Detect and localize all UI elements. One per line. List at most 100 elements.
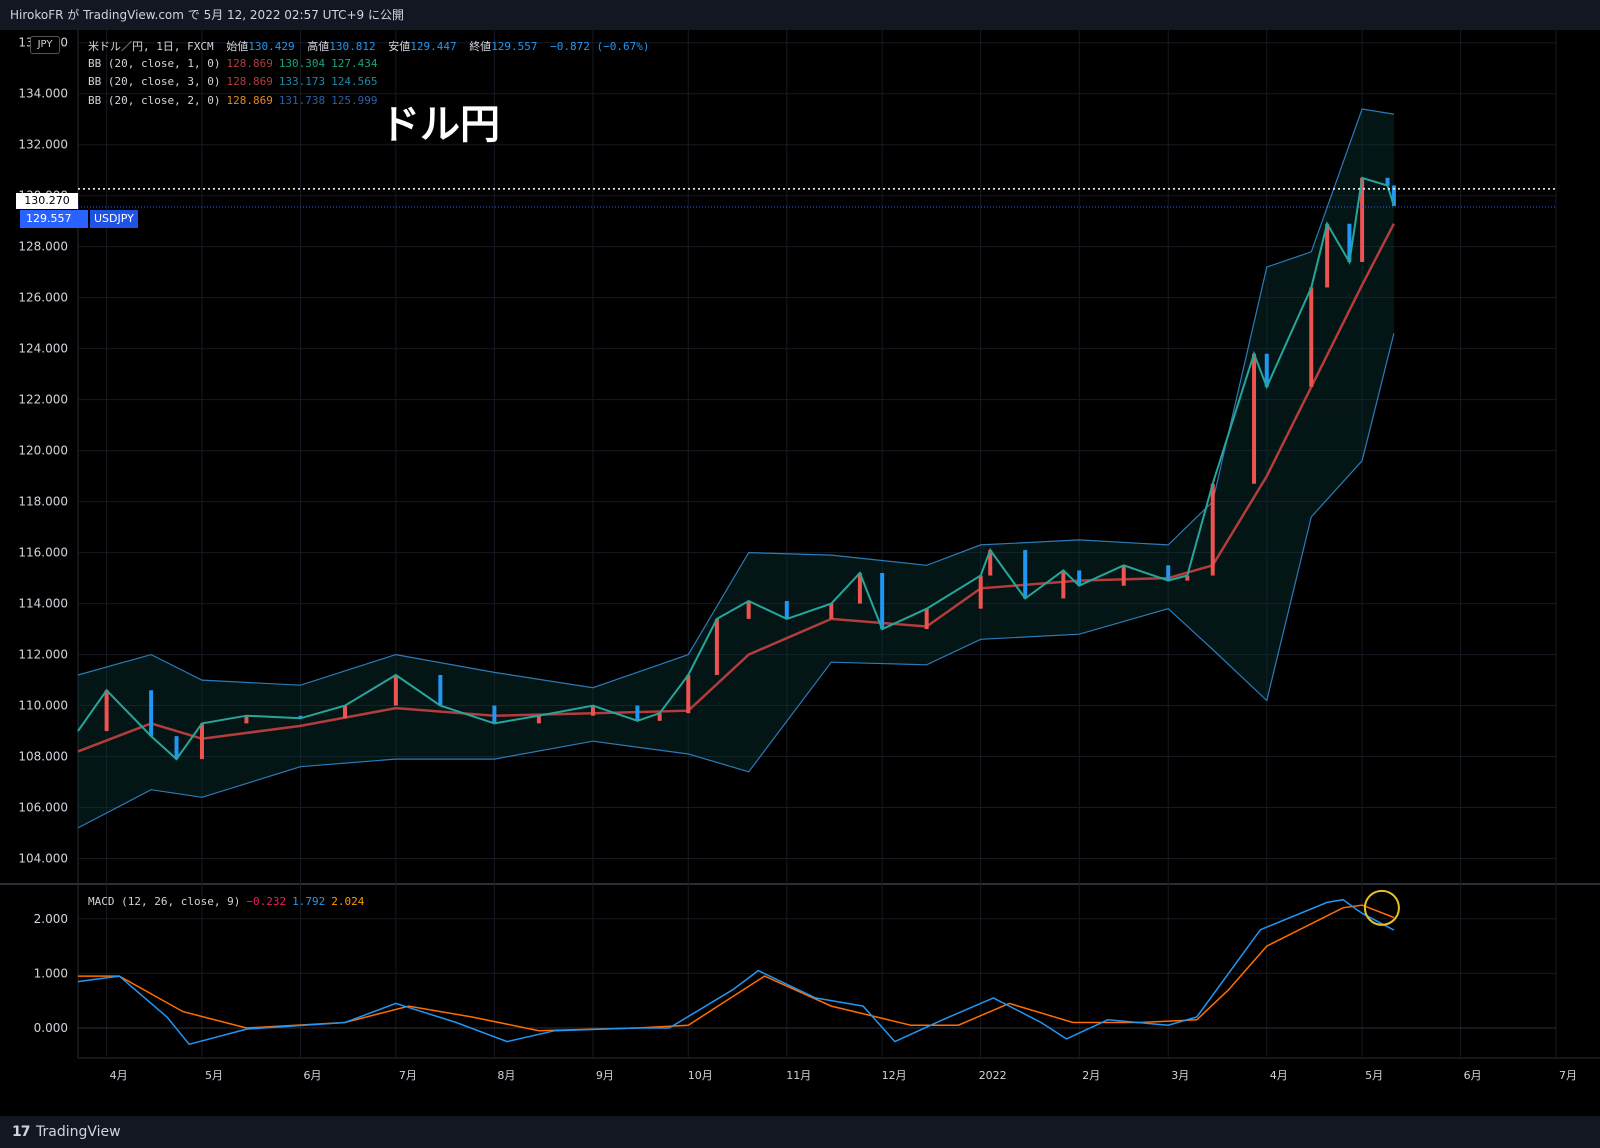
tradingview-logo-icon[interactable]: 17 — [12, 1124, 31, 1140]
crossover-highlight-circle — [1363, 889, 1400, 926]
x-tick-label: 5月 — [1365, 1069, 1383, 1082]
y-tick-label: 128.000 — [18, 240, 68, 254]
price-candle — [104, 690, 109, 732]
price-candle — [1360, 177, 1365, 262]
y-tick-label: 110.000 — [18, 699, 68, 713]
currency-badge[interactable]: JPY — [30, 36, 60, 54]
chart-title-overlay: ドル円 — [380, 102, 500, 148]
x-tick-label: 7月 — [399, 1069, 417, 1082]
bb-basis-line — [77, 223, 1396, 753]
x-tick-label: 12月 — [882, 1069, 907, 1082]
y-tick-label: 132.000 — [18, 138, 68, 152]
change-value: −0.872 (−0.67%) — [550, 40, 650, 53]
y-tick-label: 106.000 — [18, 801, 68, 815]
price-candle — [857, 572, 862, 604]
price-candle — [1210, 483, 1215, 576]
y-tick-label: 116.000 — [18, 546, 68, 560]
price-candle — [1121, 565, 1126, 586]
x-tick-label: 9月 — [596, 1069, 614, 1082]
price-candle — [1077, 570, 1082, 586]
price-candle — [1264, 353, 1269, 387]
macd-y-tick-label: 2.000 — [34, 912, 68, 926]
x-tick-label: 7月 — [1559, 1069, 1577, 1082]
y-tick-label: 126.000 — [18, 291, 68, 305]
footer: 17 TradingView — [0, 1116, 1600, 1148]
price-candle — [1325, 223, 1330, 288]
macd-signal-line — [78, 904, 1395, 1032]
x-tick-label: 4月 — [110, 1069, 128, 1082]
x-tick-label: 10月 — [688, 1069, 713, 1082]
price-candle — [635, 705, 640, 721]
x-tick-label: 6月 — [1464, 1069, 1482, 1082]
price-candle — [1023, 550, 1028, 599]
price-candle — [393, 674, 398, 706]
x-tick-label: 8月 — [497, 1069, 515, 1082]
price-candle — [438, 674, 443, 706]
macd-line — [77, 898, 1395, 1046]
price-candle — [1185, 575, 1190, 581]
price-candle — [149, 690, 154, 737]
price-candle — [536, 715, 541, 724]
y-tick-label: 112.000 — [18, 648, 68, 662]
price-candle — [174, 736, 179, 760]
y-tick-label: 114.000 — [18, 597, 68, 611]
price-candle — [714, 618, 719, 675]
y-tick-label: 122.000 — [18, 393, 68, 407]
y-tick-label: 118.000 — [18, 495, 68, 509]
crosshair-price-label: 130.270 — [16, 193, 78, 209]
price-candle — [590, 705, 595, 716]
ticker-label: USDJPY — [90, 210, 138, 228]
y-tick-label: 108.000 — [18, 750, 68, 764]
symbol-name: 米ドル／円, 1日, FXCM — [88, 40, 214, 53]
last-price: 129.557 — [20, 210, 88, 228]
brand-name[interactable]: TradingView — [36, 1124, 121, 1140]
price-candle — [784, 601, 789, 619]
macd-legend: MACD (12, 26, close, 9) −0.232 1.792 2.024 — [88, 895, 365, 908]
macd-y-tick-label: 1.000 — [34, 966, 68, 980]
price-candle — [1252, 353, 1257, 484]
price-candle — [1309, 287, 1314, 387]
price-candle — [298, 715, 303, 719]
x-tick-label: 4月 — [1270, 1069, 1288, 1082]
price-candle — [244, 715, 249, 724]
y-tick-label: 104.000 — [18, 852, 68, 866]
price-candle — [924, 608, 929, 630]
y-tick-label: 120.000 — [18, 444, 68, 458]
price-line — [77, 176, 1395, 761]
published-info: HirokoFR が TradingView.com で 5月 12, 2022… — [0, 0, 1600, 30]
price-candle — [978, 575, 983, 609]
price-candle — [686, 674, 691, 714]
price-candle — [199, 723, 204, 760]
price-candle — [746, 601, 751, 619]
symbol-legend: 米ドル／円, 1日, FXCM 始値130.429 高値130.812 安値12… — [88, 40, 650, 53]
x-tick-label: 2月 — [1082, 1069, 1100, 1082]
bb1-legend: BB (20, close, 1, 0) 128.869 130.304 127.43… — [88, 57, 378, 70]
bb2-legend: BB (20, close, 2, 0) 128.869 131.738 125.99… — [88, 94, 378, 107]
x-tick-label: 2022 — [979, 1069, 1007, 1082]
bb-band-fill — [78, 109, 1394, 828]
x-tick-label: 5月 — [205, 1069, 223, 1082]
price-candle — [829, 603, 834, 619]
x-tick-label: 11月 — [786, 1069, 811, 1082]
price-candle — [1061, 570, 1066, 599]
x-tick-label: 3月 — [1171, 1069, 1189, 1082]
y-tick-label: 124.000 — [18, 342, 68, 356]
y-tick-label: 134.000 — [18, 87, 68, 101]
price-candle — [492, 705, 497, 724]
bb-lower-line — [77, 333, 1395, 829]
x-tick-label: 6月 — [303, 1069, 321, 1082]
price-candle — [1166, 565, 1171, 581]
macd-y-tick-label: 0.000 — [34, 1021, 68, 1035]
price-candle — [657, 713, 662, 721]
price-candle — [1391, 185, 1396, 206]
bb-upper-line — [77, 108, 1394, 689]
price-candle — [1385, 177, 1390, 186]
price-candle — [988, 550, 993, 576]
price-candle — [1347, 223, 1352, 262]
price-candle — [342, 705, 347, 719]
last-price-badge: 129.557 USDJPY — [20, 210, 138, 228]
bb3-legend: BB (20, close, 3, 0) 128.869 133.173 124.56… — [88, 75, 378, 88]
price-candle — [880, 572, 885, 630]
